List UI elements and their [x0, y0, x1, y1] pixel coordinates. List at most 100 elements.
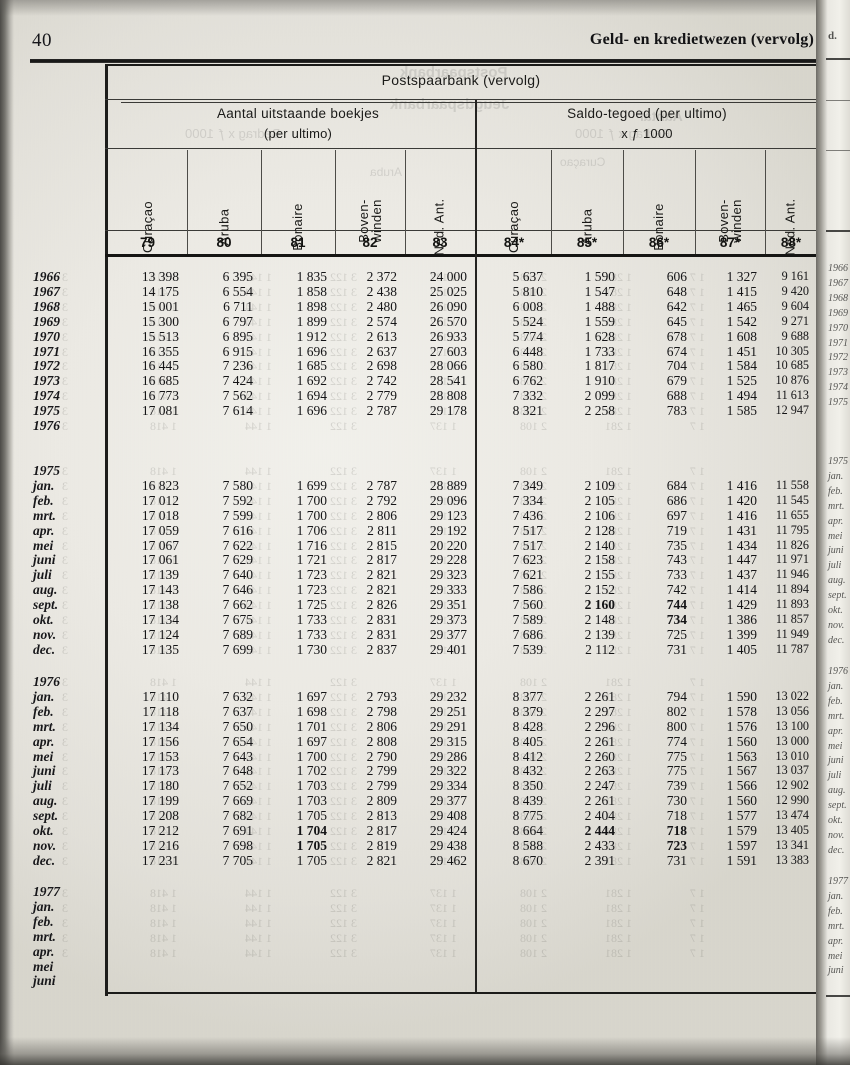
table-cell: 7 689: [222, 626, 253, 642]
table-cell: 2 148: [584, 612, 615, 627]
table-cell: 29 333: [429, 582, 467, 598]
table-cell: 17 212: [141, 823, 179, 838]
table-cell: 2 808: [366, 733, 397, 749]
table-cell: 6 895: [222, 328, 253, 344]
table-cell: 7 424: [222, 373, 253, 389]
table-cell: 744: [666, 597, 687, 613]
table-cell: 7 698: [222, 837, 253, 853]
table-cell: 2 433: [584, 837, 615, 853]
next-page-row-label: 1973: [828, 367, 848, 379]
table-cell: 12 902: [775, 778, 809, 793]
table-cell: 8 439: [512, 793, 543, 809]
table-cell: 17 138: [141, 597, 179, 613]
table-cell: 1 700: [296, 748, 327, 764]
table-cell: 1 579: [726, 823, 757, 838]
bottom-shadow: [0, 1037, 850, 1065]
next-page-row-label: nov.: [828, 829, 845, 841]
table-cell: 10 685: [775, 358, 809, 373]
next-page-row-label: juli: [828, 770, 842, 782]
table-cell: 2 139: [584, 626, 615, 642]
table-cell: 1 420: [726, 492, 757, 508]
table-cell: 17 231: [141, 852, 179, 868]
table-cell: 1 699: [296, 477, 327, 493]
table-cell: 718: [666, 808, 687, 824]
table-cell: 7 648: [222, 763, 253, 779]
table-cell: 7 586: [512, 582, 543, 598]
column-divider-4: [405, 150, 406, 254]
table-cell: 2 826: [366, 597, 397, 613]
table-cell: 7 517: [512, 522, 543, 538]
table-cell: 733: [666, 567, 687, 583]
row-label: 1975: [33, 463, 60, 478]
table-cell: 6 711: [223, 298, 253, 314]
table-cell: 1 465: [726, 298, 757, 314]
rule-top: [105, 64, 817, 66]
table-cell: 1 559: [584, 313, 615, 329]
table-cell: 11 857: [775, 612, 809, 626]
table-cell: 802: [666, 703, 687, 719]
table-cell: 16 773: [141, 388, 179, 404]
table-cell: 684: [666, 477, 687, 493]
row-label: mei: [33, 958, 54, 974]
table-cell: 1 898: [296, 298, 327, 314]
table-cell: 674: [666, 343, 687, 359]
table-cell: 13 405: [775, 823, 809, 837]
table-cell: 2 261: [584, 688, 615, 704]
table-cell: 15 001: [141, 298, 179, 314]
table-cell: 8 350: [512, 778, 543, 794]
table-cell: 2 817: [366, 552, 397, 568]
table-cell: 13 010: [775, 748, 809, 763]
table-cell: 7 622: [222, 537, 253, 553]
column-number-84star: 84*: [503, 234, 525, 250]
table-cell: 17 135: [141, 641, 179, 657]
next-page-row-label: okt.: [828, 815, 843, 827]
table-cell: 16 823: [141, 477, 179, 493]
table-cell: 1 566: [726, 778, 757, 794]
table-cell: 2 152: [584, 582, 615, 598]
table-cell: 1 437: [726, 567, 757, 583]
table-cell: 13 056: [775, 703, 809, 718]
column-number-85star: 85*: [576, 234, 598, 250]
table-cell: 8 432: [512, 763, 543, 779]
table-cell: 27 603: [429, 343, 467, 359]
table-cell: 11 894: [775, 582, 809, 597]
next-page-row-label: dec.: [828, 844, 845, 856]
table-cell: 2 404: [584, 808, 615, 824]
row-label: mrt.: [33, 718, 56, 734]
table-cell: 11 558: [775, 477, 809, 492]
next-page-row-label: 1975: [828, 397, 848, 409]
table-cell: 1 733: [296, 612, 327, 627]
table-cell: 7 640: [222, 567, 253, 583]
column-number-82: 82: [362, 234, 378, 250]
table-cell: 5 810: [512, 283, 543, 299]
column-number-80: 80: [216, 234, 232, 250]
table-cell: 742: [666, 582, 687, 598]
column-caption-83: Ned. Ant.: [405, 150, 475, 255]
row-label: aug.: [33, 793, 58, 809]
next-page-row-label: mei: [828, 950, 843, 962]
next-page-row-label: sept.: [828, 800, 847, 812]
table-cell: 1 431: [726, 522, 757, 538]
table-cell: 2 158: [584, 552, 615, 568]
table-cell: 1 817: [584, 358, 615, 374]
table-cell: 13 341: [775, 837, 809, 852]
row-label: juni: [33, 763, 56, 779]
table-cell: 1 697: [296, 688, 327, 704]
row-label: 1976: [33, 418, 60, 433]
table-cell: 17 061: [141, 552, 179, 568]
row-label: 1968: [33, 298, 60, 314]
table-cell: 1 327: [726, 269, 757, 284]
table-cell: 2 815: [366, 537, 397, 553]
table-cell: 29 178: [429, 403, 467, 419]
table-cell: 8 412: [512, 748, 543, 764]
column-caption-84star: Curaçao: [477, 150, 551, 253]
table-cell: 2 809: [366, 793, 397, 809]
table-cell: 16 445: [141, 358, 179, 374]
table-cell: 1 584: [726, 358, 757, 374]
table-cell: 1 494: [726, 388, 757, 404]
table-cell: 2 260: [584, 748, 615, 764]
table-cell: 29 462: [429, 852, 467, 868]
next-page-row-label: 1966: [828, 263, 848, 274]
table-cell: 606: [666, 269, 687, 284]
